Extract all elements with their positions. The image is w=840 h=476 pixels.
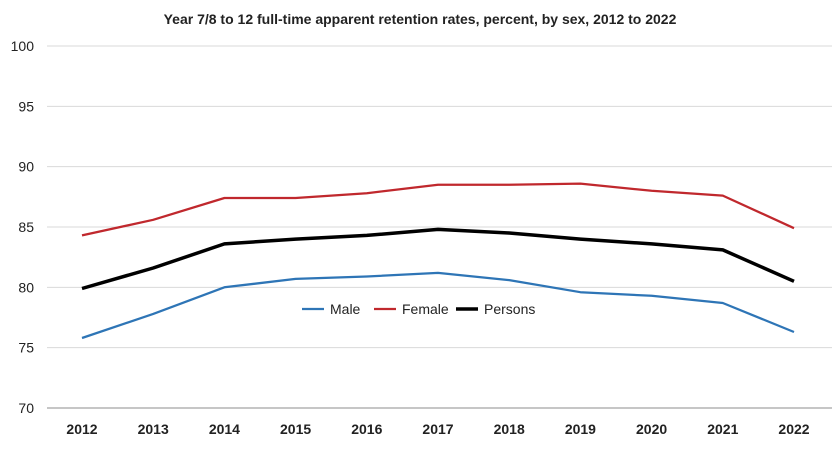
x-tick-label: 2017: [422, 421, 453, 437]
x-tick-label: 2016: [351, 421, 382, 437]
x-tick-label: 2022: [778, 421, 809, 437]
y-tick-label: 85: [18, 219, 34, 235]
x-tick-label: 2013: [138, 421, 169, 437]
y-tick-label: 70: [18, 400, 34, 416]
x-tick-label: 2020: [636, 421, 667, 437]
y-tick-label: 100: [11, 38, 35, 54]
x-tick-label: 2019: [565, 421, 596, 437]
legend: Male Female Persons: [302, 301, 535, 317]
gridlines: [47, 45, 832, 409]
y-tick-label: 90: [18, 159, 34, 175]
x-tick-label: 2018: [494, 421, 525, 437]
chart-title: Year 7/8 to 12 full-time apparent retent…: [164, 11, 677, 27]
x-tick-label: 2012: [66, 421, 97, 437]
series-line-female: [81, 182, 795, 237]
y-axis-ticks: 70 75 80 85 90 95 100: [11, 38, 35, 416]
legend-label-persons: Persons: [484, 301, 535, 317]
legend-label-male: Male: [330, 301, 361, 317]
x-tick-label: 2021: [707, 421, 738, 437]
series-lines: [81, 182, 795, 340]
y-tick-label: 80: [18, 279, 34, 295]
x-tick-label: 2015: [280, 421, 311, 437]
y-tick-label: 75: [18, 340, 34, 356]
x-axis-ticks: 2012 2013 2014 2015 2016 2017 2018 2019 2020 2021…: [66, 421, 809, 437]
x-tick-label: 2014: [209, 421, 240, 437]
legend-label-female: Female: [402, 301, 449, 317]
y-tick-label: 95: [18, 98, 34, 114]
series-line-persons: [81, 227, 795, 291]
series-line-male: [81, 271, 795, 340]
